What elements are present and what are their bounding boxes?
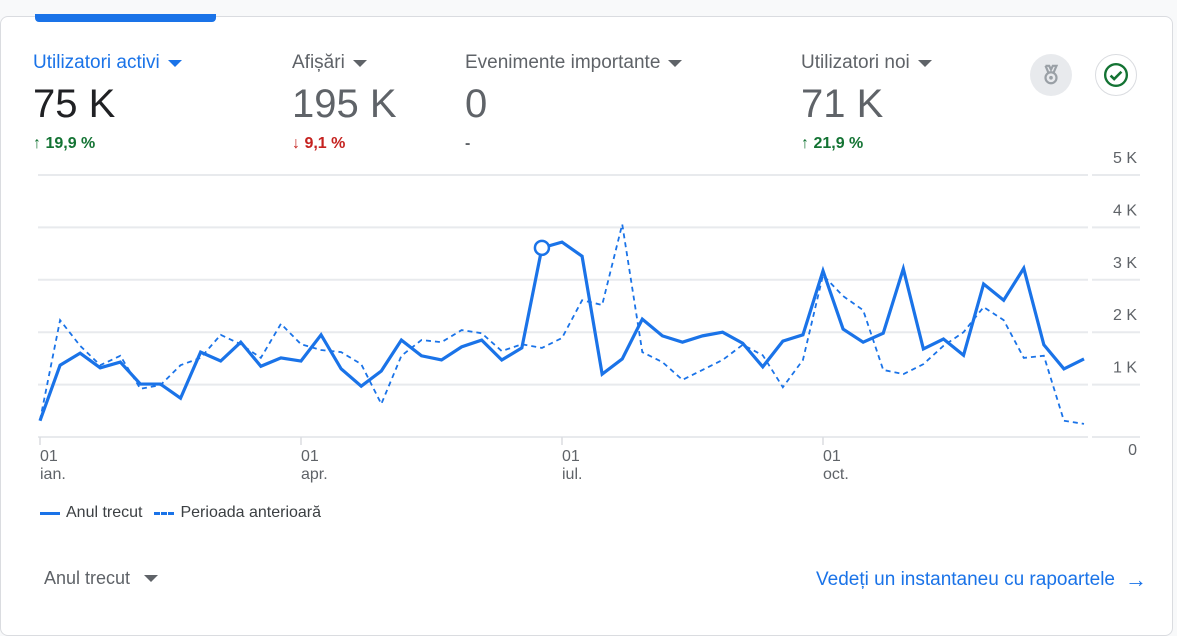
metric-change: ↑ 19,9 % (33, 135, 96, 152)
check-circle-icon (1103, 62, 1129, 88)
dropdown-caret-icon (917, 59, 932, 67)
dropdown-caret-icon (144, 575, 159, 582)
metric-value: 195 K (292, 82, 397, 126)
x-tick-day: 01 (40, 448, 58, 465)
metric-value: 75 K (33, 82, 116, 126)
metric-change: ↑ 21,9 % (801, 135, 864, 152)
y-tick-label: 5 K (1113, 150, 1137, 167)
y-tick-label: 4 K (1113, 202, 1137, 219)
metric-label[interactable]: Utilizatori activi (33, 52, 182, 74)
x-tick-month: apr. (301, 466, 328, 483)
dropdown-caret-icon (167, 59, 182, 67)
x-tick-day: 01 (301, 448, 319, 465)
dashed-line-swatch (154, 511, 175, 515)
metric-label[interactable]: Utilizatori noi (801, 52, 932, 74)
x-tick-month: oct. (823, 466, 849, 483)
x-tick-day: 01 (823, 448, 841, 465)
metric-key-events[interactable]: Evenimente importante 0 - (465, 52, 683, 153)
medal-icon (1044, 64, 1059, 85)
y-tick-label: 1 K (1113, 360, 1137, 377)
view-reports-snapshot-link[interactable]: Vedeți un instantaneu cu rapoartele → (816, 567, 1147, 592)
x-tick-month: iul. (562, 466, 582, 483)
metric-value: 0 (465, 82, 488, 126)
x-tick-day: 01 (562, 448, 580, 465)
status-button[interactable] (1095, 54, 1137, 96)
metric-label[interactable]: Afișări (292, 52, 397, 74)
metric-active-users[interactable]: Utilizatori activi 75 K ↑ 19,9 % (33, 52, 182, 153)
chart-legend: Anul trecut Perioada anterioară (40, 504, 321, 522)
y-tick-label: 0 (1128, 442, 1137, 459)
legend-item-previous-period[interactable]: Perioada anterioară (154, 504, 321, 522)
solid-line-swatch (40, 511, 60, 515)
overview-card (0, 16, 1173, 636)
selected-tab-indicator (35, 14, 216, 22)
metric-new-users[interactable]: Utilizatori noi 71 K ↑ 21,9 % (801, 52, 932, 153)
insights-button[interactable] (1030, 54, 1072, 96)
legend-item-last-year[interactable]: Anul trecut (40, 504, 142, 522)
dropdown-caret-icon (352, 59, 367, 67)
arrow-right-icon: → (1125, 567, 1147, 592)
y-tick-label: 3 K (1113, 255, 1137, 272)
highlight-point[interactable] (533, 239, 551, 257)
series-line-last-year (38, 240, 1085, 422)
metric-value: 71 K (801, 82, 884, 126)
series-line-previous-period (39, 224, 1085, 425)
metric-label[interactable]: Evenimente importante (465, 52, 683, 74)
metric-change: ↓ 9,1 % (292, 135, 346, 152)
date-range-dropdown[interactable]: Anul trecut (44, 568, 159, 589)
dropdown-caret-icon (668, 59, 683, 67)
y-tick-label: 2 K (1113, 307, 1137, 324)
x-tick-month: ian. (40, 466, 66, 483)
metric-change: - (465, 135, 471, 152)
metric-views[interactable]: Afișări 195 K ↓ 9,1 % (292, 52, 397, 153)
